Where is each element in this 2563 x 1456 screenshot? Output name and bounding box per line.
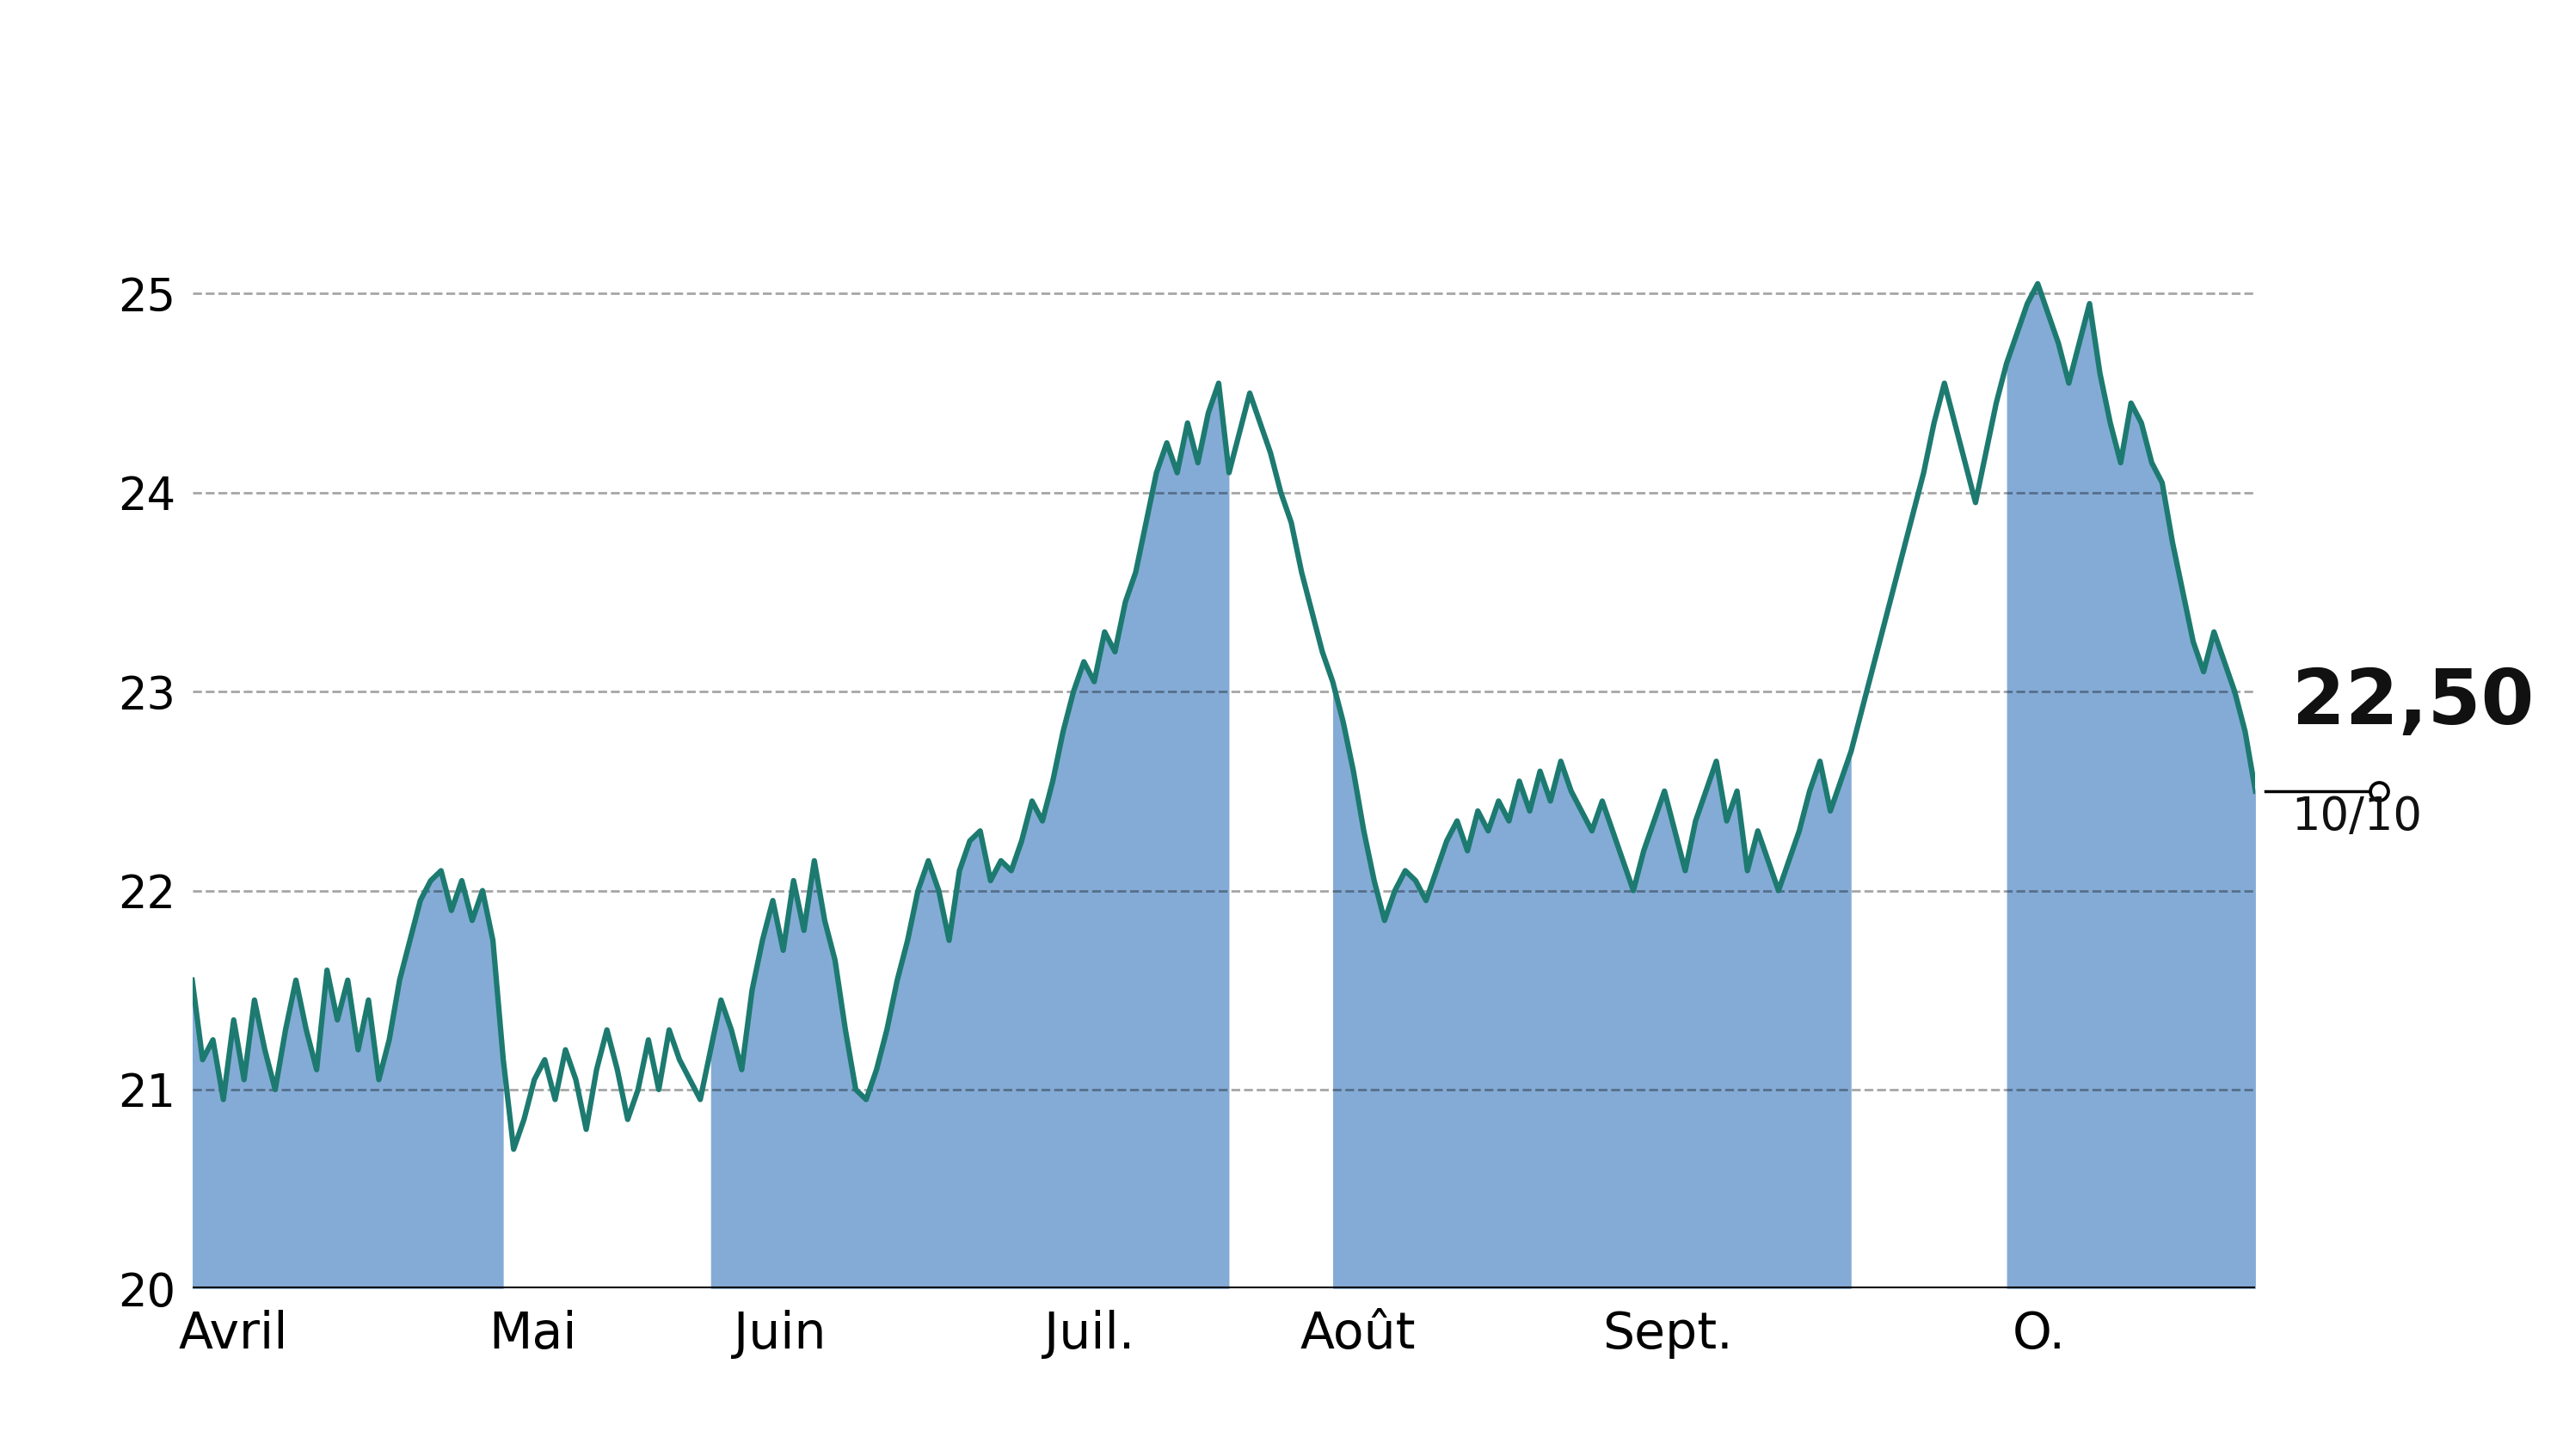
- Text: 22,50: 22,50: [2291, 665, 2535, 741]
- Text: 10/10: 10/10: [2291, 795, 2422, 839]
- Text: TIKEHAU CAPITAL: TIKEHAU CAPITAL: [856, 39, 1707, 124]
